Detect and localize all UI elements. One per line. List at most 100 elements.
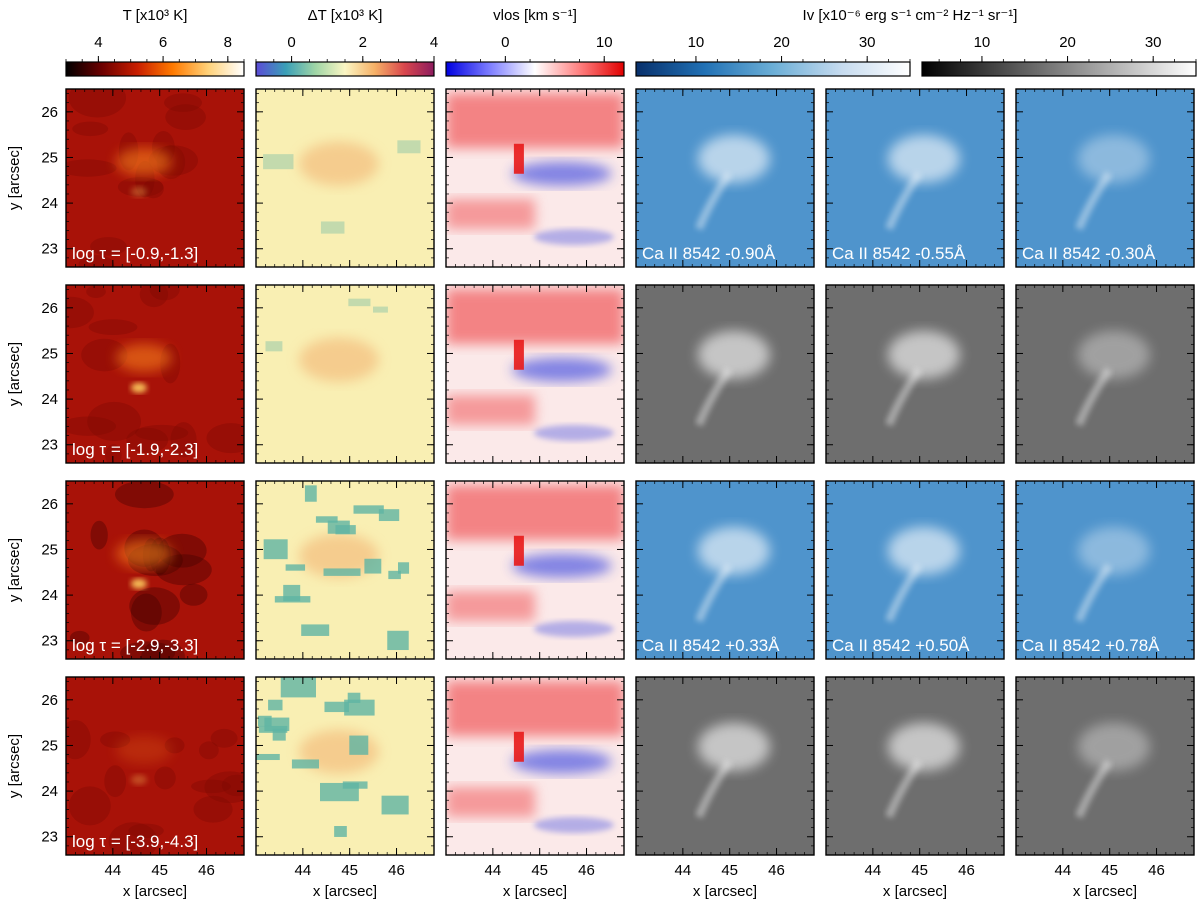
panel-r2-c2 xyxy=(255,284,435,464)
cool-patch xyxy=(320,782,359,802)
cool-patch xyxy=(335,525,356,535)
x-tick-label: 45 xyxy=(531,862,548,879)
map-texture xyxy=(114,481,174,509)
colorbar-gradient xyxy=(445,61,625,77)
map-texture xyxy=(149,285,180,301)
colorbar-tick-label: 2 xyxy=(359,34,367,51)
warm-feature xyxy=(298,337,379,382)
map-texture xyxy=(204,771,244,804)
map-texture xyxy=(81,338,128,372)
panel-image xyxy=(1016,285,1194,463)
map-texture xyxy=(165,104,206,130)
bright-feature xyxy=(887,330,960,379)
map-texture xyxy=(90,237,127,256)
panel-frame xyxy=(65,88,245,268)
x-tick-label: 44 xyxy=(864,862,881,879)
bright-feature xyxy=(887,722,960,771)
colorbar-tick-label: 0 xyxy=(501,34,509,51)
cool-patch xyxy=(301,624,330,636)
y-axis-labels: 23 24 25 26 y [arcsec] 23 24 25 26 y [arcsec] 23 24… xyxy=(6,104,58,846)
panel-r1-c6: Ca II 8542 -0.30Å xyxy=(1015,88,1195,268)
panel-r2-c5 xyxy=(825,284,1005,464)
tau-range-label: log τ = [-1.9,-2.3] xyxy=(72,440,198,459)
y-tick-label: 23 xyxy=(41,633,58,650)
blueshift-feature xyxy=(511,749,612,774)
blueshift-feature xyxy=(511,161,612,186)
y-tick-label: 26 xyxy=(41,692,58,709)
map-texture xyxy=(206,423,244,454)
bright-feature xyxy=(697,722,770,771)
redshift-band xyxy=(446,591,535,621)
cool-patch xyxy=(280,677,316,698)
wavelength-label: Ca II 8542 -0.55Å xyxy=(832,244,966,263)
panel-image xyxy=(256,481,434,659)
colorbar-tick-label: 4 xyxy=(430,34,438,51)
cool-patch xyxy=(348,298,371,307)
y-axis-label: y [arcsec] xyxy=(6,342,23,406)
panel-r4-c6 xyxy=(1015,676,1195,856)
blueshift-feature xyxy=(533,229,614,245)
panel-image xyxy=(636,677,814,855)
cool-patch xyxy=(364,558,382,574)
bright-fibril xyxy=(1075,367,1113,427)
tau-range-label: log τ = [-3.9,-4.3] xyxy=(72,832,198,851)
map-background xyxy=(66,481,244,659)
wavelength-label: Ca II 8542 -0.30Å xyxy=(1022,244,1156,263)
map-texture xyxy=(104,765,127,798)
panel-image xyxy=(1016,481,1194,659)
x-tick-label: 46 xyxy=(1148,862,1165,879)
colorbar-gradient xyxy=(255,61,435,77)
y-tick-label: 24 xyxy=(41,195,58,212)
y-tick-label: 24 xyxy=(41,587,58,604)
panel-image xyxy=(66,481,244,659)
bright-feature xyxy=(115,343,172,372)
panel-image xyxy=(256,285,434,463)
map-texture xyxy=(66,159,117,177)
panel-r4-c4 xyxy=(635,676,815,856)
panel-image xyxy=(826,677,1004,855)
panel-frame xyxy=(255,88,435,268)
x-axis-label: x [arcsec] xyxy=(503,883,567,900)
bright-feature xyxy=(697,526,770,575)
panel-frame xyxy=(825,284,1005,464)
cool-patch xyxy=(344,699,375,716)
y-tick-label: 24 xyxy=(41,391,58,408)
cool-patch xyxy=(323,568,361,576)
x-tick-label: 46 xyxy=(388,862,405,879)
colorbar-4: 10 20 30 Iv [x10⁻⁶ erg s⁻¹ cm⁻² Hz⁻¹ sr⁻¹] xyxy=(635,7,1017,77)
panel-frame xyxy=(825,676,1005,856)
panel-grid: log τ = [-0.9,-1.3] Ca II 8542 -0.90Å Ca I… xyxy=(65,88,1195,856)
panel-frame xyxy=(445,676,625,856)
redshift-band xyxy=(446,289,624,344)
bright-kernel xyxy=(130,382,147,393)
panel-r1-c1: log τ = [-0.9,-1.3] xyxy=(65,88,245,268)
cool-patch xyxy=(285,564,306,571)
map-texture xyxy=(87,401,142,442)
cool-patch xyxy=(263,154,294,170)
blueshift-feature xyxy=(533,817,614,833)
cool-patch xyxy=(381,795,409,815)
colorbar-tick-label: 20 xyxy=(1059,34,1076,51)
panel-r4-c3 xyxy=(445,676,625,856)
y-tick-label: 26 xyxy=(41,496,58,513)
bright-kernel xyxy=(130,578,147,589)
x-tick-label: 45 xyxy=(721,862,738,879)
y-tick-label: 25 xyxy=(41,541,58,558)
bright-feature xyxy=(1077,134,1150,183)
x-tick-label: 46 xyxy=(958,862,975,879)
panel-frame xyxy=(255,284,435,464)
bright-feature xyxy=(115,735,172,764)
wavelength-label: Ca II 8542 +0.78Å xyxy=(1022,636,1160,655)
cool-patch xyxy=(334,826,347,837)
panel-frame xyxy=(635,284,815,464)
y-tick-label: 25 xyxy=(41,149,58,166)
panel-image xyxy=(826,481,1004,659)
bright-kernel xyxy=(130,186,147,197)
map-texture xyxy=(164,93,202,112)
panel-r4-c1: log τ = [-3.9,-4.3] xyxy=(65,676,245,856)
y-tick-label: 23 xyxy=(41,241,58,258)
bright-feature xyxy=(115,147,172,176)
x-tick-label: 45 xyxy=(1101,862,1118,879)
panel-frame xyxy=(825,88,1005,268)
bright-feature xyxy=(697,330,770,379)
